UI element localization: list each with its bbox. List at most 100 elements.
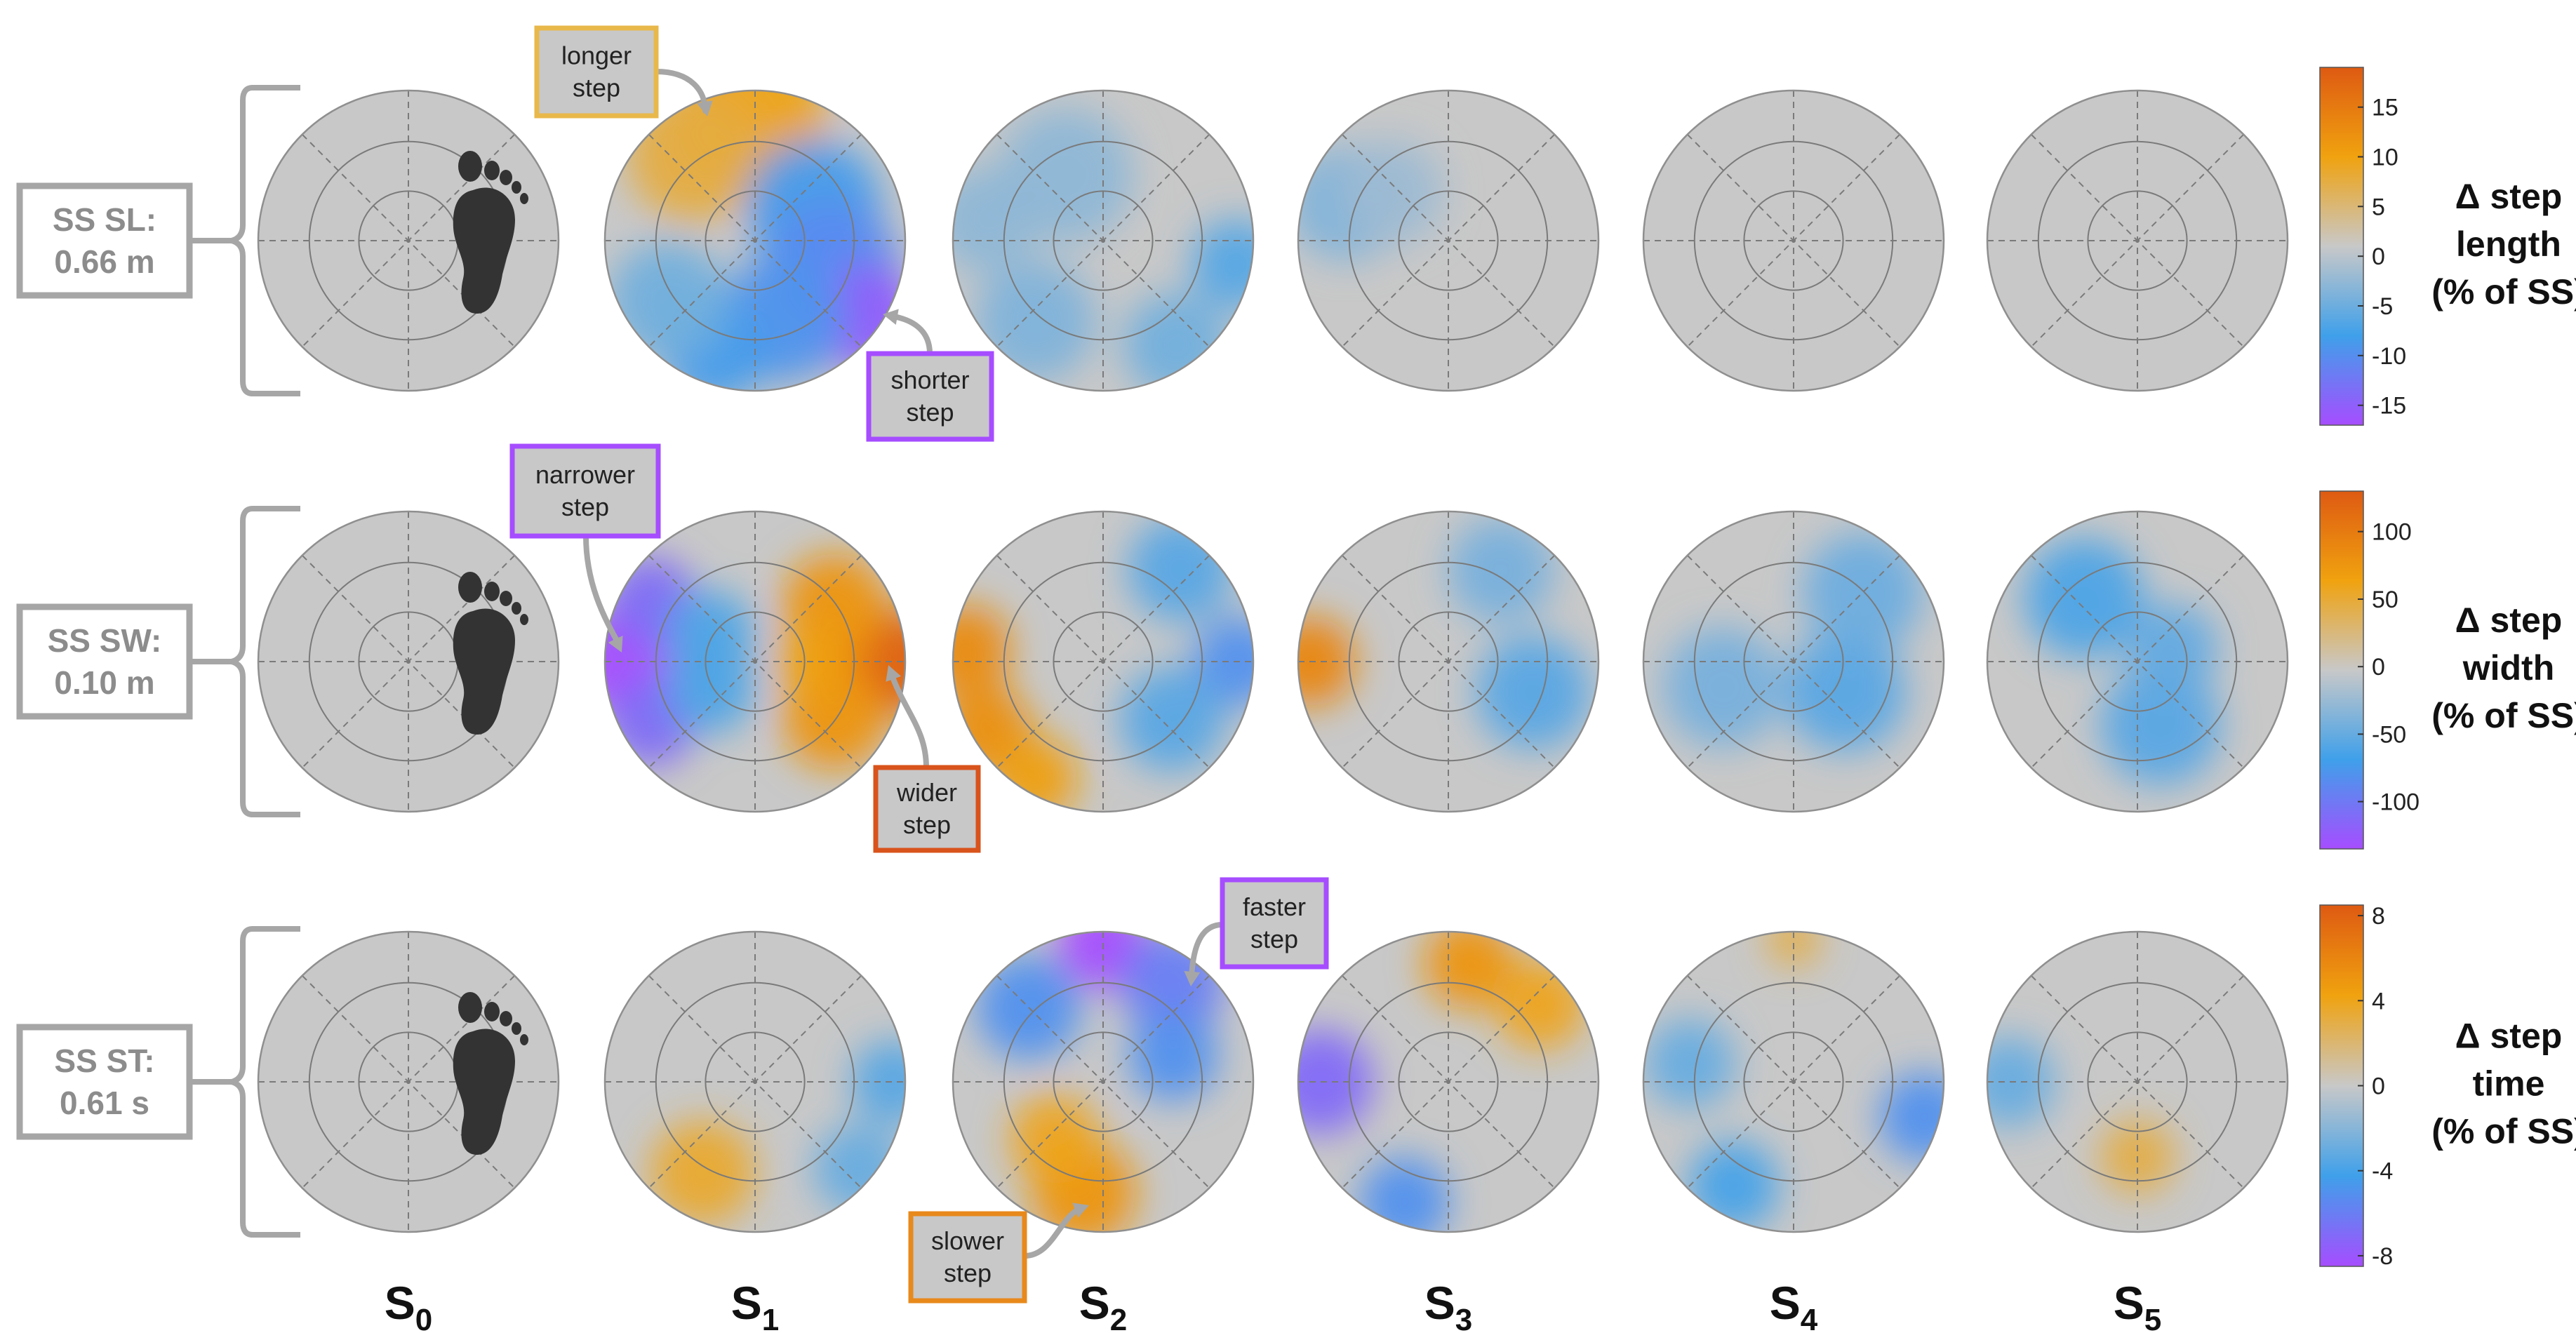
- heat-patch: [650, 1120, 755, 1226]
- polar-disk-step-time-s5: [1986, 930, 2289, 1233]
- annotation-wider-step: wider step: [873, 665, 981, 853]
- heat-patch: [1495, 959, 1586, 1050]
- ss-label-value: 0.66 m: [54, 243, 154, 280]
- polar-disk-step-width-s5: [1986, 510, 2289, 813]
- heat-patch: [1645, 1018, 1735, 1109]
- annotation-slower-step: slower step: [908, 1203, 1089, 1304]
- colorbar-axis-label: length: [2456, 225, 2561, 264]
- colorbar-tick-label: 0: [2372, 654, 2385, 681]
- foot-icon: [453, 992, 528, 1155]
- ss-label-value: 0.10 m: [54, 664, 154, 701]
- column-label-s3: S3: [1424, 1277, 1473, 1333]
- foot-icon: [453, 572, 528, 735]
- ss-label-step-time: SS ST: 0.61 s: [16, 926, 300, 1238]
- heat-patch: [608, 241, 729, 361]
- annotation-narrower-step: narrower step: [509, 443, 661, 652]
- colorbar-gradient: [2319, 490, 2364, 850]
- heat-patch: [1119, 666, 1225, 772]
- colorbar-tick-label: 15: [2372, 95, 2398, 121]
- annotation-label: wider: [896, 778, 957, 807]
- polar-disk-step-time-s1: [603, 930, 907, 1233]
- annotation-shorter-step: shorter step: [866, 309, 994, 442]
- colorbar-gradient: [2319, 904, 2364, 1267]
- colorbar-tick-label: -50: [2372, 721, 2406, 748]
- polar-disk-step-time-s4: [1642, 930, 1945, 1233]
- column-label-layer: S0 S1 S2 S3 S4 S5: [385, 1277, 2162, 1333]
- annotation-label: step: [573, 74, 620, 102]
- colorbar-axis-label: width: [2462, 648, 2555, 688]
- colorbar-tick-label: 0: [2372, 243, 2385, 270]
- colorbar-tick-label: -4: [2372, 1158, 2393, 1185]
- colorbar-tick-label: 0: [2372, 1073, 2385, 1100]
- polar-disk-step-length-s0: [257, 89, 560, 392]
- colorbar-tick-label: -10: [2372, 343, 2406, 370]
- colorbar-tick-label: 8: [2372, 903, 2385, 930]
- colorbar-step-time: 8 4 0 -4 -8 Δ step time (% of SS): [2319, 903, 2576, 1270]
- heat-patch: [1688, 1141, 1779, 1231]
- annotation-label: narrower: [535, 460, 635, 489]
- heat-patch: [993, 736, 1078, 812]
- colorbar-axis-label: (% of SS): [2431, 1112, 2576, 1151]
- heat-patch: [1338, 140, 1443, 246]
- annotation-label: step: [906, 398, 954, 427]
- heat-patch: [975, 261, 1096, 382]
- heat-patch: [2128, 603, 2218, 694]
- heat-patch: [813, 1123, 904, 1214]
- colorbar-layer: 15 10 5 0 -5 -10 -15 Δ step length (% of SS)10 0 5 0…: [2319, 67, 2576, 1270]
- heat-patch: [953, 604, 1011, 695]
- ss-label-title: SS ST:: [54, 1043, 154, 1079]
- colorbar-axis-label: (% of SS): [2431, 272, 2576, 312]
- colorbar-tick-label: -100: [2372, 789, 2420, 816]
- column-label-s5: S5: [2114, 1277, 2162, 1333]
- column-label-s4: S4: [1770, 1277, 1818, 1333]
- heat-patch: [1802, 532, 1923, 653]
- colorbar-tick-label: -5: [2372, 293, 2393, 320]
- annotation-label: shorter: [890, 366, 969, 394]
- heat-patch: [1766, 932, 1821, 967]
- heat-patch: [778, 624, 853, 699]
- annotation-label: slower: [931, 1226, 1004, 1255]
- heat-patch: [1878, 1071, 1944, 1163]
- heat-patch: [1476, 635, 1590, 750]
- colorbar-axis-label: time: [2473, 1064, 2545, 1104]
- polar-disk-step-width-s1: [603, 510, 907, 813]
- heat-patch: [2100, 664, 2221, 786]
- heat-patch: [664, 643, 755, 733]
- disk-layer: [257, 89, 2289, 1233]
- colorbar-step-length: 15 10 5 0 -5 -10 -15 Δ step length (% of SS): [2319, 67, 2576, 426]
- annotation-label: step: [1250, 925, 1298, 953]
- polar-disk-step-width-s4: [1642, 510, 1945, 813]
- heat-patch: [1662, 627, 1784, 748]
- colorbar-axis-label: Δ step: [2455, 177, 2563, 216]
- annotation-label: step: [903, 810, 951, 839]
- column-label-s0: S0: [385, 1277, 433, 1333]
- heat-patch: [1010, 1094, 1100, 1185]
- colorbar-tick-label: 10: [2372, 145, 2398, 171]
- heat-patch: [1191, 219, 1253, 309]
- polar-disk-step-length-s3: [1297, 89, 1600, 392]
- ss-label-step-width: SS SW: 0.10 m: [16, 506, 300, 817]
- polar-disk-step-width-s3: [1297, 510, 1600, 813]
- colorbar-gradient: [2319, 67, 2364, 426]
- ss-label-step-length: SS SL: 0.66 m: [16, 85, 300, 396]
- colorbar-tick-label: 4: [2372, 988, 2385, 1014]
- polar-disk-step-length-s5: [1986, 89, 2289, 392]
- heat-patch: [1128, 1011, 1219, 1101]
- colorbar-tick-label: -15: [2372, 393, 2406, 420]
- polar-disk-step-length-s2: [952, 89, 1255, 392]
- polar-disk-step-time-s2: [952, 930, 1255, 1233]
- heat-patch: [851, 1040, 905, 1124]
- colorbar-tick-label: 5: [2372, 194, 2385, 220]
- steady-state-layer: SS SL: 0.66 m SS SW: 0.10 m SS ST: 0.61 s: [16, 85, 300, 1238]
- heat-patch: [1424, 932, 1514, 1009]
- annotation-longer-step: longer step: [534, 25, 713, 119]
- annotation-label: longer: [561, 41, 632, 70]
- heat-patch: [2024, 538, 2144, 659]
- column-label-s2: S2: [1079, 1277, 1128, 1333]
- polar-disk-step-length-s4: [1642, 89, 1945, 392]
- colorbar-axis-label: Δ step: [2455, 601, 2563, 640]
- ss-label-value: 0.61 s: [60, 1085, 149, 1121]
- polar-disk-step-time-s0: [257, 930, 560, 1233]
- heat-patch: [953, 167, 1038, 273]
